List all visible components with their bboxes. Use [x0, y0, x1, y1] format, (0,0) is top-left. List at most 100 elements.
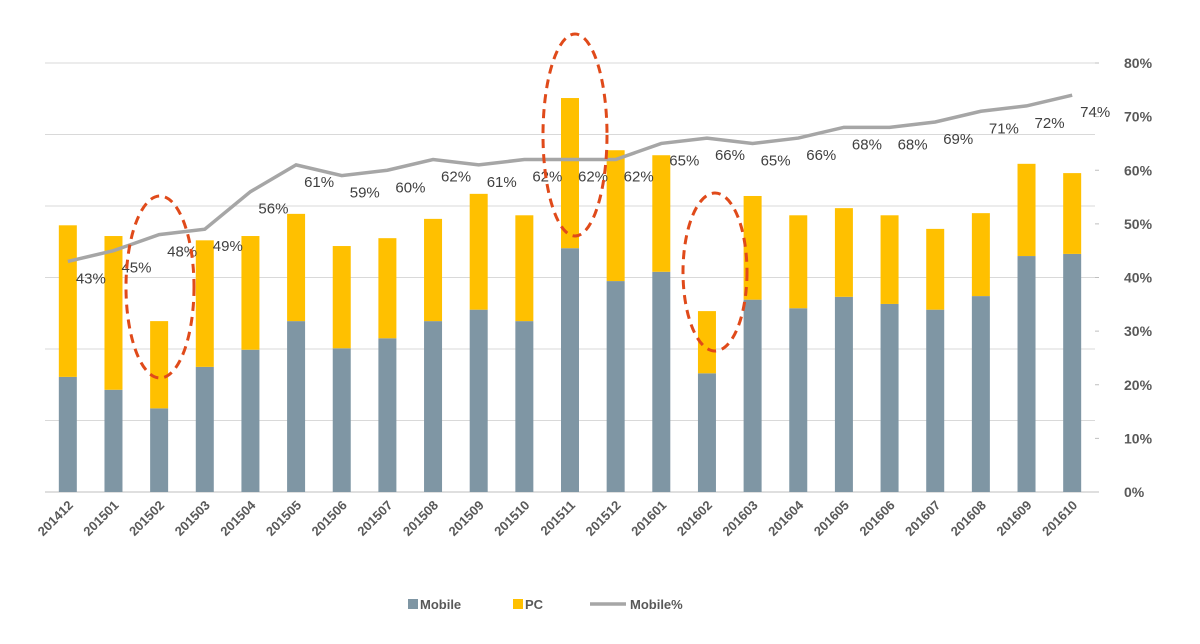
bars [58, 98, 1082, 492]
data-label: 60% [395, 179, 425, 196]
data-label: 71% [989, 120, 1019, 137]
line-layer [67, 93, 1073, 264]
bar [1063, 253, 1082, 492]
bar [834, 296, 853, 492]
bar [104, 389, 123, 492]
data-label: 48% [167, 244, 197, 261]
bar [789, 215, 808, 309]
x-tick-label: 201509 [446, 498, 487, 539]
y2-tick-label: 70% [1124, 109, 1153, 125]
highlight-ellipse [541, 32, 609, 238]
x-tick-label: 201501 [80, 498, 121, 539]
bar [880, 215, 899, 304]
bar [469, 193, 488, 310]
x-tick-label: 201610 [1039, 498, 1080, 539]
x-tick-label: 201502 [126, 498, 167, 539]
x-tick-label: 201606 [856, 498, 897, 539]
bar [378, 238, 397, 339]
y2-tick-label: 60% [1124, 162, 1153, 178]
y2-tick-label: 0% [1124, 484, 1145, 500]
x-tick-label: 201507 [354, 498, 395, 539]
y2-tick-label: 50% [1124, 216, 1153, 232]
bar [697, 311, 716, 374]
x-tick-label: 201506 [309, 498, 350, 539]
legend-label: Mobile [420, 597, 461, 612]
bar [880, 303, 899, 492]
x-tick-label: 201512 [582, 498, 623, 539]
bar [58, 376, 77, 492]
bar [195, 240, 214, 367]
bar [195, 366, 214, 492]
x-tick-label: 201607 [902, 498, 943, 539]
highlight-ellipse [681, 191, 749, 353]
data-label: 72% [1035, 115, 1065, 132]
data-label: 66% [715, 147, 745, 164]
y2-tick-label: 30% [1124, 323, 1153, 339]
data-label: 59% [350, 185, 380, 202]
bar [1063, 173, 1082, 254]
bar [515, 321, 534, 492]
x-tick-label: 201609 [993, 498, 1034, 539]
x-tick-label: 201601 [628, 498, 669, 539]
x-tick-label: 201608 [948, 498, 989, 539]
data-label: 61% [304, 174, 334, 191]
bar [743, 299, 762, 492]
bar [241, 236, 260, 350]
bar [287, 213, 306, 322]
bar [332, 246, 351, 349]
bar [743, 195, 762, 300]
bar [332, 348, 351, 492]
bar [1017, 163, 1036, 257]
data-label: 49% [213, 238, 243, 255]
bar [926, 228, 945, 310]
x-tick-label: 201603 [719, 498, 760, 539]
bar [58, 225, 77, 377]
bar [378, 338, 397, 492]
bar [515, 215, 534, 322]
annotations [124, 32, 749, 380]
x-tick-label: 201604 [765, 497, 807, 539]
data-label: 74% [1080, 104, 1110, 121]
data-label: 43% [76, 270, 106, 287]
bar [104, 236, 123, 390]
bar [424, 218, 443, 322]
data-label: 65% [669, 152, 699, 169]
legend-label: PC [525, 597, 544, 612]
data-label: 56% [258, 201, 288, 218]
x-tick-label: 201605 [811, 498, 852, 539]
x-tick-label: 201505 [263, 498, 304, 539]
bar [150, 408, 169, 492]
bar [561, 248, 579, 492]
bar [469, 309, 488, 492]
data-label: 68% [898, 136, 928, 153]
legend: Mobile PC Mobile% [408, 597, 683, 612]
bar [926, 309, 945, 492]
bar [561, 98, 579, 249]
data-label: 62% [578, 169, 608, 186]
data-label: 45% [121, 260, 151, 277]
data-label: 65% [761, 152, 791, 169]
x-tick-label: 201511 [537, 498, 578, 539]
y2-tick-label: 80% [1124, 55, 1153, 71]
bar [606, 150, 625, 282]
data-label: 69% [943, 131, 973, 148]
line [67, 93, 1073, 264]
x-tick-label: 201503 [172, 498, 213, 539]
bar [241, 349, 260, 492]
bar [697, 373, 716, 492]
x-tick-label: 201504 [217, 497, 259, 539]
highlight-ellipse [124, 194, 196, 380]
legend-label: Mobile% [630, 597, 683, 612]
bar [287, 321, 306, 492]
bar [789, 308, 808, 492]
y2-tick-label: 20% [1124, 377, 1153, 393]
legend-swatch [513, 599, 523, 609]
bar [606, 281, 625, 492]
bar [652, 155, 671, 272]
legend-swatch [408, 599, 418, 609]
data-label: 66% [806, 147, 836, 164]
x-tick-label: 201602 [674, 498, 715, 539]
y2-tick-label: 10% [1124, 430, 1153, 446]
bar [834, 208, 853, 297]
